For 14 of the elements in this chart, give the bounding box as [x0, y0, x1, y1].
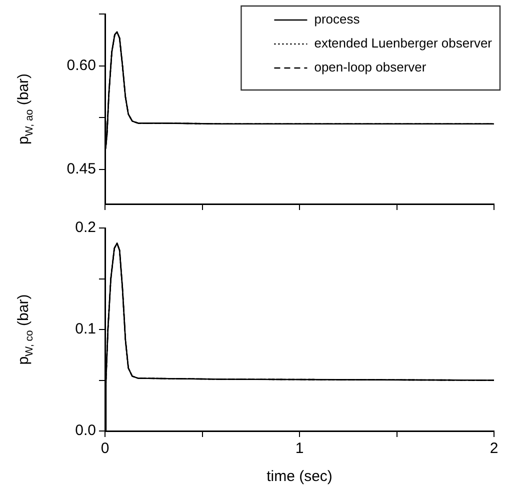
y-tick-label: 0.45	[66, 160, 96, 178]
legend-label: open-loop observer	[314, 60, 427, 75]
x-tick-label: 2	[490, 440, 498, 458]
legend-label: extended Luenberger observer	[314, 36, 493, 51]
x-tick-label: 0	[100, 440, 110, 458]
y-axis-title: pW, co (bar)	[15, 294, 36, 365]
y-tick-label: 0.0	[75, 422, 96, 440]
y-tick-label: 0.2	[75, 219, 96, 236]
y-tick-label: 0.1	[75, 320, 96, 338]
legend-label: process	[314, 12, 360, 27]
y-axis-title: pW, ao (bar)	[15, 73, 36, 145]
x-tick-label: 1	[295, 440, 304, 458]
y-tick-label: 0.60	[66, 56, 96, 74]
x-axis-title: time (sec)	[266, 468, 332, 485]
